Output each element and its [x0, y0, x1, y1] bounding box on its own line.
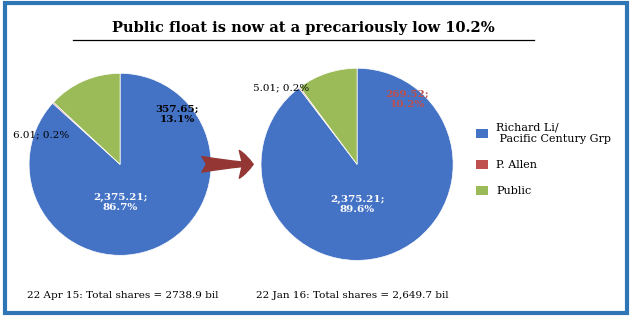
Text: 22 Jan 16: Total shares = 2,649.7 bil: 22 Jan 16: Total shares = 2,649.7 bil [257, 291, 449, 300]
Text: 357.65;
13.1%: 357.65; 13.1% [155, 105, 199, 124]
Text: 22 Apr 15: Total shares = 2738.9 bil: 22 Apr 15: Total shares = 2738.9 bil [27, 291, 219, 300]
Text: 2,375.21;
89.6%: 2,375.21; 89.6% [330, 195, 384, 214]
Text: 5.01; 0.2%: 5.01; 0.2% [253, 83, 310, 92]
Text: 269.52;
10.2%: 269.52; 10.2% [386, 89, 429, 109]
Text: 6.01; 0.2%: 6.01; 0.2% [13, 131, 69, 140]
Text: 2,375.21;
86.7%: 2,375.21; 86.7% [93, 193, 147, 212]
Wedge shape [29, 73, 211, 255]
Wedge shape [300, 68, 357, 164]
Wedge shape [52, 102, 120, 164]
Legend: Richard Li/
 Pacific Century Grp, P. Allen, Public: Richard Li/ Pacific Century Grp, P. Alle… [477, 123, 611, 196]
Wedge shape [54, 73, 120, 164]
Text: Public float is now at a precariously low 10.2%: Public float is now at a precariously lo… [112, 21, 495, 34]
Wedge shape [261, 68, 453, 260]
Wedge shape [299, 87, 357, 164]
